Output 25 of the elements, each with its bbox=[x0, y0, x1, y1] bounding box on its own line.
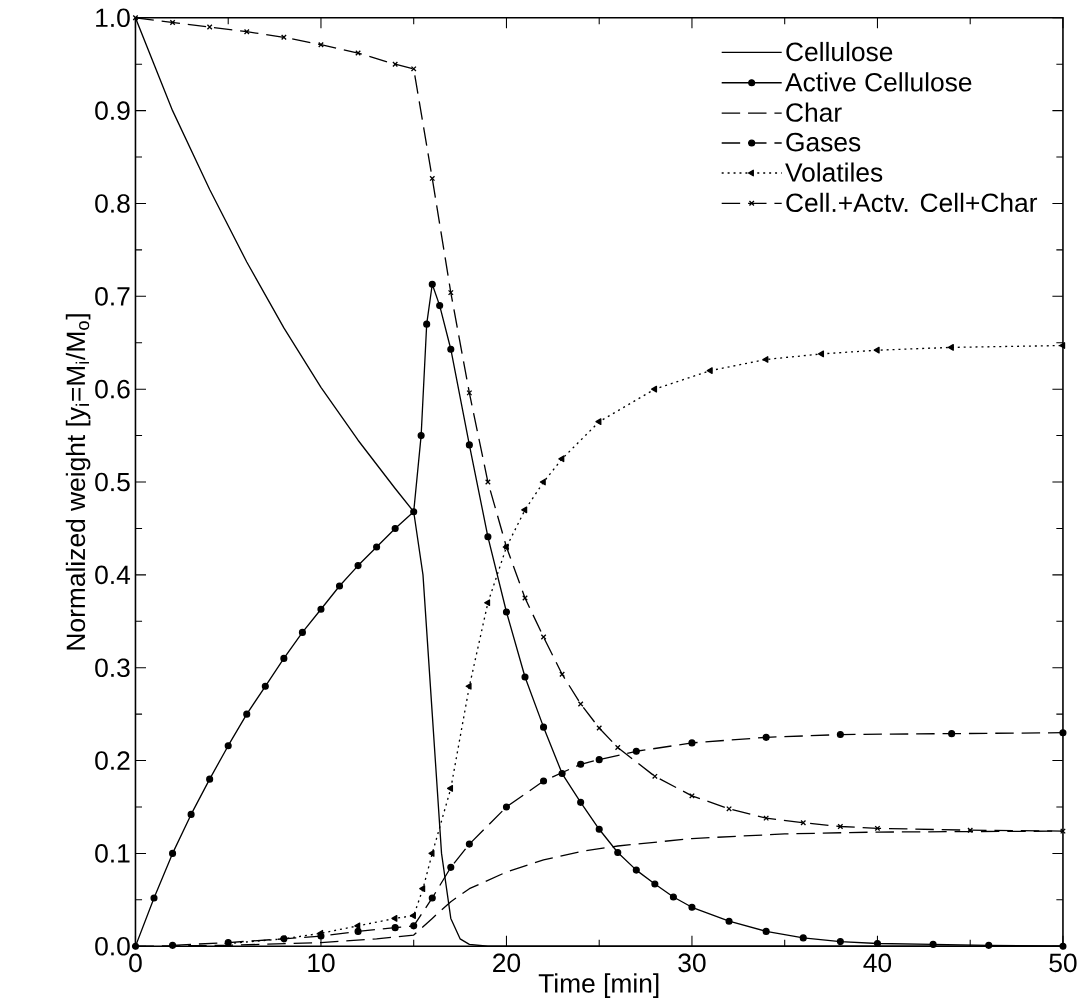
y-tick-label: 0.2 bbox=[95, 751, 130, 770]
legend-label: Gases bbox=[786, 132, 861, 152]
x-tick-label: 0 bbox=[129, 953, 142, 973]
x-tick-label: 40 bbox=[863, 953, 892, 973]
y-tick-label: 0.5 bbox=[95, 472, 130, 492]
legend-label: Volatiles bbox=[785, 162, 883, 182]
y-tick-label: 0.3 bbox=[95, 658, 130, 677]
x-tick-label: 50 bbox=[1049, 953, 1077, 973]
x-tick-label: 20 bbox=[493, 953, 521, 973]
legend-label: Cell.+Actv. Cell+Char bbox=[786, 192, 1038, 212]
y-axis-title: Normalized weight [y$_{i}$=M$_{i}$/M$_{o}$] bbox=[65, 314, 91, 650]
y-tick-label: 0.6 bbox=[95, 379, 130, 399]
x-axis-title: Time [min] bbox=[538, 973, 659, 998]
legend-label: Char bbox=[786, 102, 842, 122]
y-tick-label: 0.7 bbox=[95, 286, 130, 306]
x-tick-label: 10 bbox=[308, 953, 335, 973]
x-tick-label: 30 bbox=[678, 953, 706, 973]
y-tick-label: 0.4 bbox=[95, 565, 131, 585]
y-tick-label: 1.0 bbox=[96, 8, 130, 27]
y-tick-label: 0.1 bbox=[95, 843, 130, 863]
y-tick-label: 0.8 bbox=[95, 193, 130, 213]
legend-label: Active Cellulose bbox=[785, 72, 972, 92]
legend-label: Cellulose bbox=[786, 41, 893, 62]
y-tick-label: 0.9 bbox=[95, 101, 130, 120]
y-tick-label: 0.0 bbox=[95, 936, 130, 956]
